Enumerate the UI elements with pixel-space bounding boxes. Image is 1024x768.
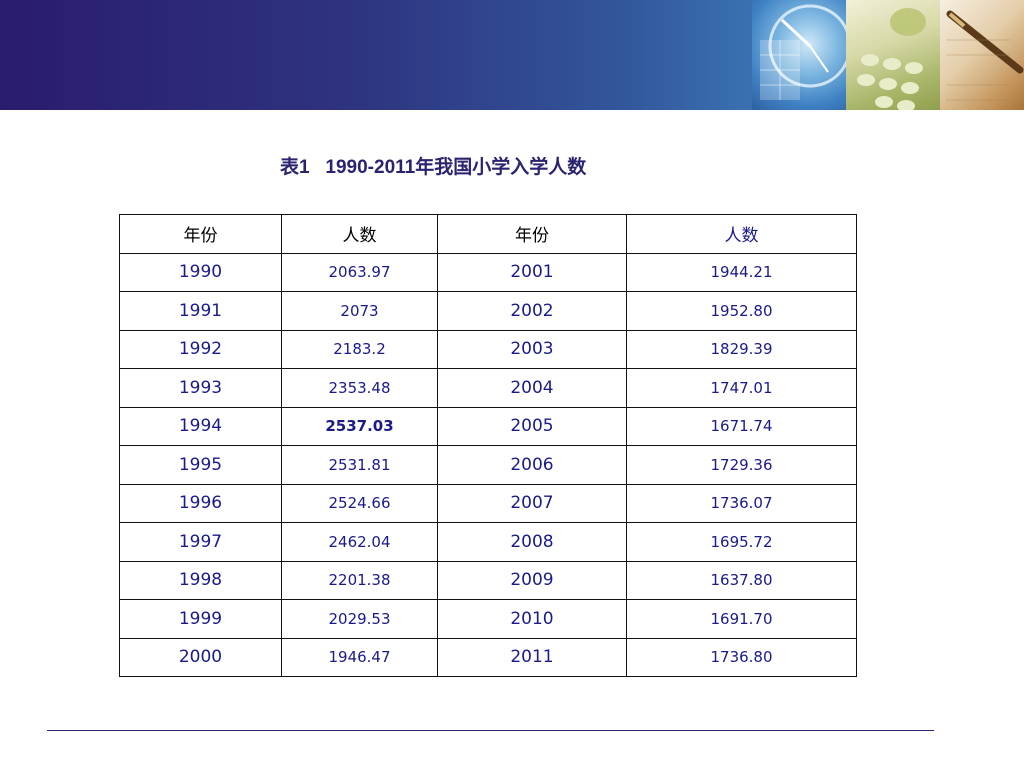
header-year: 年份 [437, 214, 627, 254]
header-banner [0, 0, 1024, 110]
count-cell: 2063.97 [281, 252, 438, 292]
count-cell: 1637.80 [626, 560, 857, 600]
fountain-pen-photo [940, 0, 1024, 110]
year-cell: 2005 [437, 406, 627, 446]
table-title: 表1 1990-2011年我国小学入学人数 [280, 157, 587, 178]
count-cell: 2462.04 [281, 522, 438, 562]
count-cell: 1736.80 [626, 637, 857, 677]
count-cell: 2537.03 [281, 406, 438, 446]
table-row: 1994 2537.03 2005 1671.74 [119, 406, 857, 446]
header-count: 人数 [626, 214, 857, 254]
table-row: 1996 2524.66 2007 1736.07 [119, 483, 857, 523]
year-cell: 1992 [119, 329, 282, 369]
year-cell: 2008 [437, 522, 627, 562]
year-cell: 2004 [437, 368, 627, 408]
table-row: 1995 2531.81 2006 1729.36 [119, 445, 857, 485]
year-cell: 1991 [119, 291, 282, 331]
count-cell: 2524.66 [281, 483, 438, 523]
year-cell: 1993 [119, 368, 282, 408]
calculator-photo [846, 0, 940, 110]
year-cell: 2009 [437, 560, 627, 600]
table-header-row: 年份 人数 年份 人数 [119, 214, 857, 254]
count-cell: 2201.38 [281, 560, 438, 600]
count-cell: 1691.70 [626, 599, 857, 639]
year-cell: 1994 [119, 406, 282, 446]
count-cell: 1736.07 [626, 483, 857, 523]
year-cell: 2007 [437, 483, 627, 523]
count-cell: 1952.80 [626, 291, 857, 331]
count-cell: 2531.81 [281, 445, 438, 485]
count-cell: 2073 [281, 291, 438, 331]
year-cell: 2003 [437, 329, 627, 369]
table-row: 1990 2063.97 2001 1944.21 [119, 252, 857, 292]
year-cell: 2001 [437, 252, 627, 292]
year-cell: 1998 [119, 560, 282, 600]
count-cell: 1747.01 [626, 368, 857, 408]
table-row: 1998 2201.38 2009 1637.80 [119, 560, 857, 600]
count-cell: 2183.2 [281, 329, 438, 369]
year-cell: 2011 [437, 637, 627, 677]
table-row: 1997 2462.04 2008 1695.72 [119, 522, 857, 562]
count-cell: 1671.74 [626, 406, 857, 446]
count-cell: 1829.39 [626, 329, 857, 369]
table-row: 2000 1946.47 2011 1736.80 [119, 637, 857, 677]
header-year: 年份 [119, 214, 282, 254]
year-cell: 1999 [119, 599, 282, 639]
clock-photo [752, 0, 846, 110]
table-row: 1993 2353.48 2004 1747.01 [119, 368, 857, 408]
year-cell: 1997 [119, 522, 282, 562]
count-cell: 1944.21 [626, 252, 857, 292]
year-cell: 2010 [437, 599, 627, 639]
year-cell: 1996 [119, 483, 282, 523]
year-cell: 1995 [119, 445, 282, 485]
count-cell: 1946.47 [281, 637, 438, 677]
count-cell: 1695.72 [626, 522, 857, 562]
year-cell: 2002 [437, 291, 627, 331]
year-cell: 2006 [437, 445, 627, 485]
count-cell: 2353.48 [281, 368, 438, 408]
header-count: 人数 [281, 214, 438, 254]
table-row: 1992 2183.2 2003 1829.39 [119, 329, 857, 369]
year-cell: 2000 [119, 637, 282, 677]
footer-divider [47, 730, 934, 731]
enrollment-table: 年份 人数 年份 人数 1990 2063.97 2001 1944.21 1991 2073 20… [119, 214, 857, 677]
count-cell: 1729.36 [626, 445, 857, 485]
year-cell: 1990 [119, 252, 282, 292]
table-row: 1999 2029.53 2010 1691.70 [119, 599, 857, 639]
count-cell: 2029.53 [281, 599, 438, 639]
table-row: 1991 2073 2002 1952.80 [119, 291, 857, 331]
